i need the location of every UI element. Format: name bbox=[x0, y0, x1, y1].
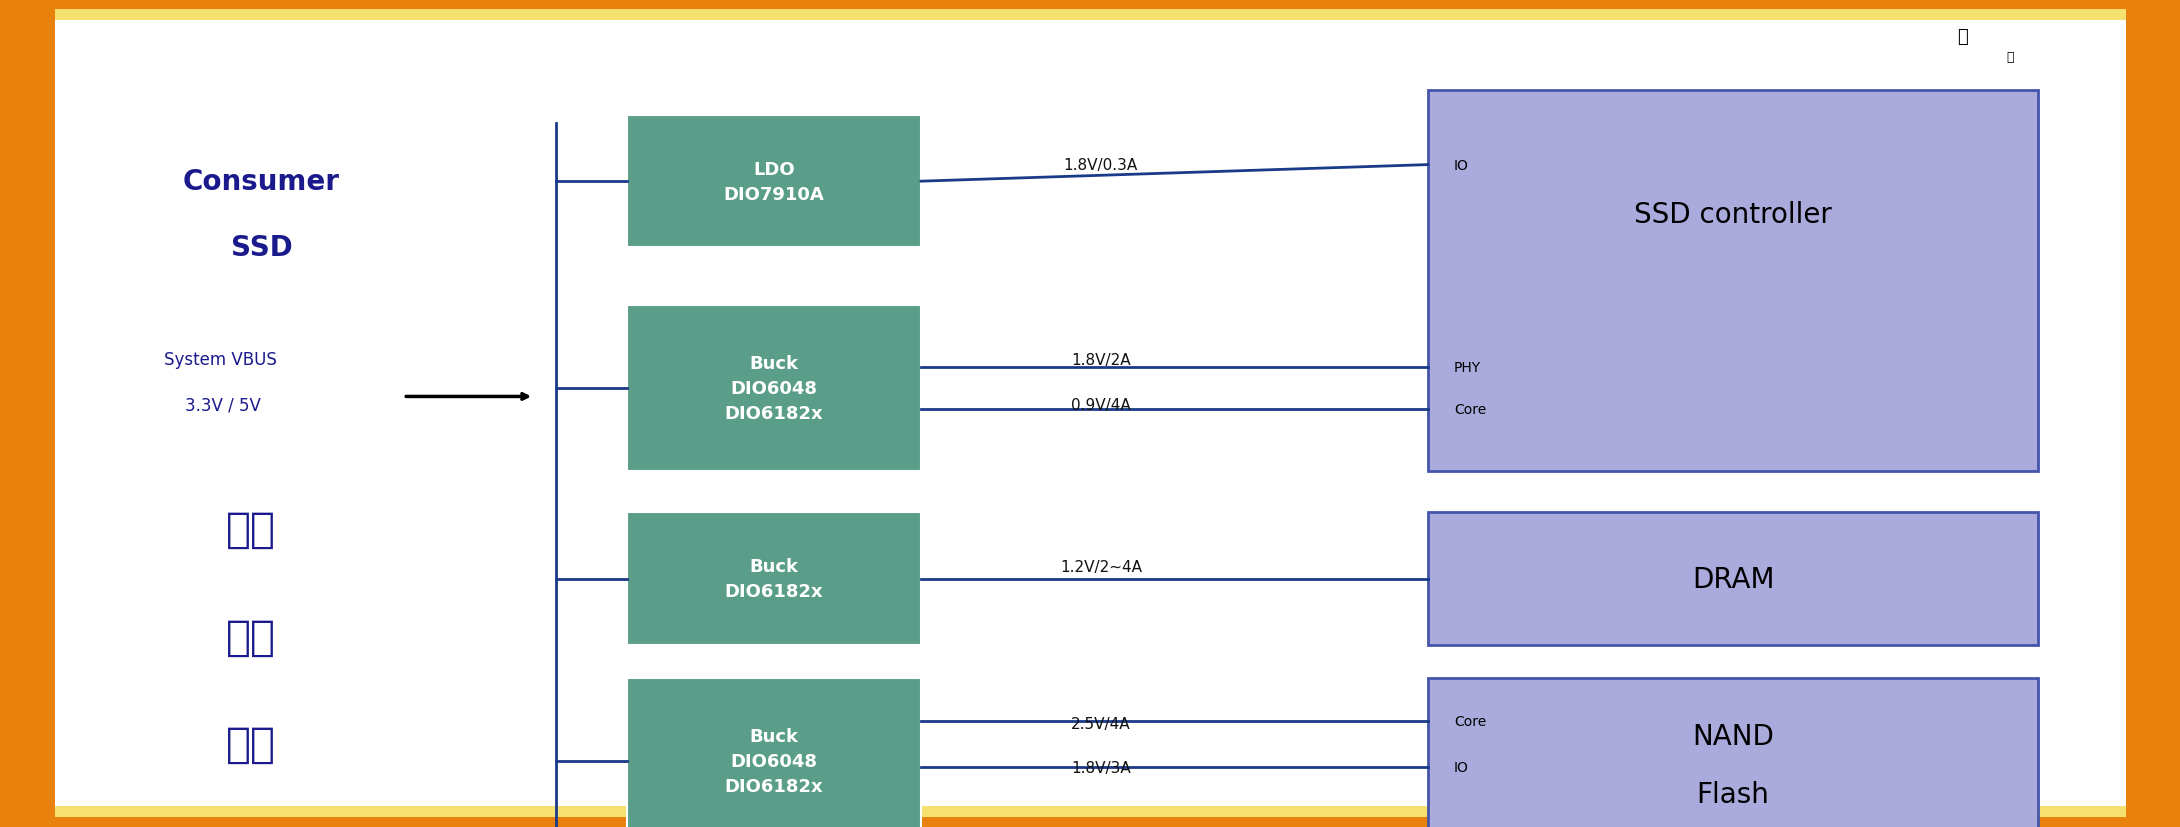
Text: 1.8V/3A: 1.8V/3A bbox=[1070, 760, 1131, 775]
Text: IO: IO bbox=[1454, 761, 1469, 774]
Bar bbox=[628, 678, 920, 827]
Text: Flash: Flash bbox=[1696, 780, 1770, 808]
Text: 固态: 固态 bbox=[227, 509, 275, 550]
Text: 硬盘: 硬盘 bbox=[227, 616, 275, 657]
Bar bbox=[628, 116, 920, 248]
Text: HAPPY HALLOWEEN: HAPPY HALLOWEEN bbox=[2136, 583, 2145, 707]
Text: 方案: 方案 bbox=[227, 724, 275, 765]
Text: 3.3V / 5V: 3.3V / 5V bbox=[185, 396, 262, 414]
Text: Core: Core bbox=[1454, 715, 1487, 728]
Bar bbox=[2126, 0, 2180, 827]
Text: SSD: SSD bbox=[231, 234, 292, 262]
Text: 0.9V/4A: 0.9V/4A bbox=[1070, 398, 1131, 413]
Text: 1.8V/0.3A: 1.8V/0.3A bbox=[1064, 158, 1138, 173]
Text: HAPPY HALLOWEEN: HAPPY HALLOWEEN bbox=[2136, 145, 2145, 269]
Text: 1.8V/2A: 1.8V/2A bbox=[1070, 352, 1131, 367]
Text: 1.2V/2~4A: 1.2V/2~4A bbox=[1059, 559, 1142, 574]
Text: IO: IO bbox=[1454, 159, 1469, 172]
Bar bbox=[628, 513, 920, 645]
Text: NAND: NAND bbox=[1692, 722, 1775, 750]
Text: HAPPY HALLOWEEN: HAPPY HALLOWEEN bbox=[35, 145, 44, 269]
Text: PHY: PHY bbox=[1454, 361, 1480, 375]
Text: LDO
DIO7910A: LDO DIO7910A bbox=[724, 160, 824, 203]
Bar bbox=[1428, 91, 2038, 471]
Text: SSD controller: SSD controller bbox=[1635, 201, 1831, 229]
Bar bbox=[1428, 513, 2038, 645]
Text: Buck
DIO6048
DIO6182x: Buck DIO6048 DIO6182x bbox=[724, 355, 824, 423]
Text: System VBUS: System VBUS bbox=[164, 351, 277, 369]
Text: Core: Core bbox=[1454, 403, 1487, 416]
Text: DRAM: DRAM bbox=[1692, 565, 1775, 593]
Text: 🦇: 🦇 bbox=[2006, 51, 2014, 65]
Bar bbox=[0, 0, 54, 827]
Text: 🦇: 🦇 bbox=[1958, 28, 1966, 46]
Text: HAPPY HALLOWEEN: HAPPY HALLOWEEN bbox=[35, 583, 44, 707]
Text: 2.5V/4A: 2.5V/4A bbox=[1070, 716, 1131, 731]
Bar bbox=[628, 306, 920, 471]
Text: Consumer: Consumer bbox=[183, 168, 340, 196]
Bar bbox=[1428, 678, 2038, 827]
Text: Buck
DIO6182x: Buck DIO6182x bbox=[724, 557, 824, 600]
Text: Buck
DIO6048
DIO6182x: Buck DIO6048 DIO6182x bbox=[724, 727, 824, 795]
